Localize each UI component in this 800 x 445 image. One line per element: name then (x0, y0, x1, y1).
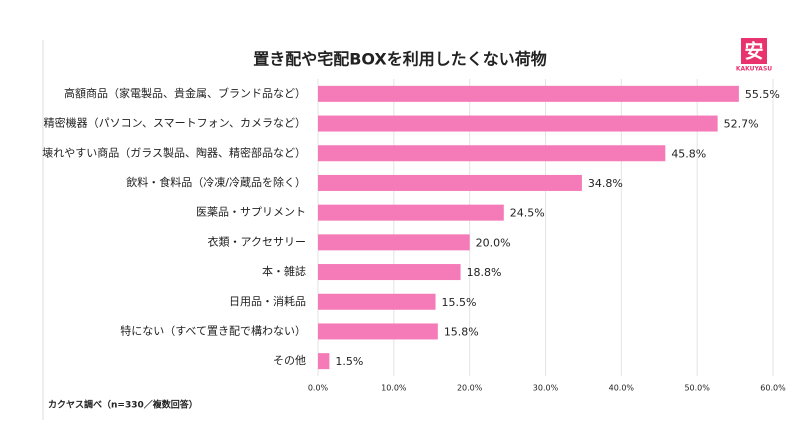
source-note: カクヤス調べ（n=330／複数回答） (48, 399, 198, 411)
bar (318, 115, 718, 132)
x-tick-label: 20.0% (457, 384, 483, 393)
bar (318, 234, 470, 251)
x-tick-label: 30.0% (533, 384, 559, 393)
bar (318, 293, 436, 310)
bar (318, 323, 438, 340)
x-tick-label: 40.0% (609, 384, 635, 393)
x-tick-label: 50.0% (684, 384, 710, 393)
logo-box (741, 38, 767, 64)
value-label: 15.8% (444, 325, 479, 338)
category-label: 特にない（すべて置き配で構わない） (120, 323, 306, 337)
value-label: 15.5% (442, 296, 477, 309)
logo-text: KAKUYASU (736, 66, 772, 73)
category-label: 医薬品・サプリメント (196, 206, 306, 219)
x-tick-label: 60.0% (760, 384, 786, 393)
bar (318, 204, 504, 221)
x-tick-label: 10.0% (381, 384, 407, 393)
category-label: 飲料・食料品（冷凍/冷蔵品を除く） (126, 175, 306, 189)
category-label: 壊れやすい商品（ガラス製品、陶器、精密部品など） (42, 145, 306, 159)
category-label: 高額商品（家電製品、貴金属、ブランド品など） (64, 86, 306, 100)
value-label: 1.5% (335, 355, 363, 368)
bar (318, 85, 739, 102)
value-label: 20.0% (476, 236, 511, 249)
bar (318, 264, 461, 281)
chart-title: 置き配や宅配BOXを利用したくない荷物 (253, 50, 547, 69)
x-tick-label: 0.0% (308, 384, 329, 393)
value-label: 55.5% (745, 88, 780, 101)
logo-mark: 安 (744, 40, 763, 63)
category-label: 本・雑誌 (262, 264, 306, 278)
value-label: 18.8% (467, 266, 502, 279)
category-label: 精密機器（パソコン、スマートフォン、カメラなど） (44, 116, 306, 130)
bar (318, 353, 330, 370)
value-label: 45.8% (671, 147, 706, 160)
bar (318, 145, 666, 162)
category-label: 日用品・消耗品 (229, 294, 306, 308)
category-label: 衣類・アクセサリー (208, 234, 306, 248)
bar (318, 174, 582, 191)
value-label: 24.5% (510, 207, 545, 220)
category-label: その他 (273, 354, 306, 367)
value-label: 52.7% (724, 118, 759, 131)
value-label: 34.8% (588, 177, 623, 190)
